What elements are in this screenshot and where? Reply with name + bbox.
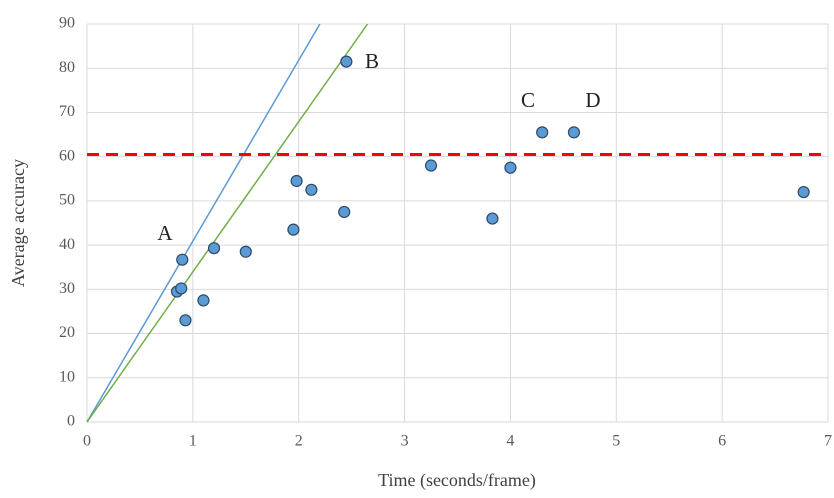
y-tick-label: 20 xyxy=(59,324,75,341)
y-tick-label: 30 xyxy=(59,280,75,297)
annotation: D xyxy=(585,88,600,112)
point xyxy=(180,315,191,326)
y-tick-label: 80 xyxy=(59,59,75,76)
x-tick-label: 6 xyxy=(718,433,726,450)
x-axis-title: Time (seconds/frame) xyxy=(378,470,536,491)
point xyxy=(505,162,516,173)
x-tick-label: 2 xyxy=(295,433,303,450)
y-tick-label: 10 xyxy=(59,368,75,385)
reference-line xyxy=(87,24,320,422)
point xyxy=(198,295,209,306)
y-tick-label: 70 xyxy=(59,103,75,120)
point xyxy=(426,160,437,171)
point xyxy=(176,283,187,294)
y-tick-label: 40 xyxy=(59,236,75,253)
point xyxy=(291,175,302,186)
point xyxy=(209,243,220,254)
x-tick-label: 0 xyxy=(83,433,91,450)
y-axis-title: Average accuracy xyxy=(8,159,28,287)
y-tick-label: 0 xyxy=(67,413,75,430)
annotation: C xyxy=(521,88,535,112)
chart: Time (seconds/frame) Average accuracy 0 1… xyxy=(0,0,834,498)
point xyxy=(240,246,251,257)
annotation: A xyxy=(157,221,173,245)
reference-line xyxy=(87,24,368,422)
point xyxy=(568,127,579,138)
point xyxy=(487,213,498,224)
point xyxy=(306,184,317,195)
point xyxy=(177,254,188,265)
y-tick-label: 60 xyxy=(59,147,75,164)
x-tick-label: 1 xyxy=(189,433,197,450)
point xyxy=(798,187,809,198)
x-tick-label: 3 xyxy=(401,433,409,450)
x-tick-label: 5 xyxy=(612,433,620,450)
annotation: B xyxy=(365,49,379,73)
x-tick-label: 4 xyxy=(506,433,514,450)
point xyxy=(288,224,299,235)
point xyxy=(339,206,350,217)
y-tick-label: 50 xyxy=(59,192,75,209)
x-tick-label: 7 xyxy=(824,433,832,450)
y-tick-label: 90 xyxy=(59,15,75,32)
point xyxy=(341,56,352,67)
point xyxy=(537,127,548,138)
